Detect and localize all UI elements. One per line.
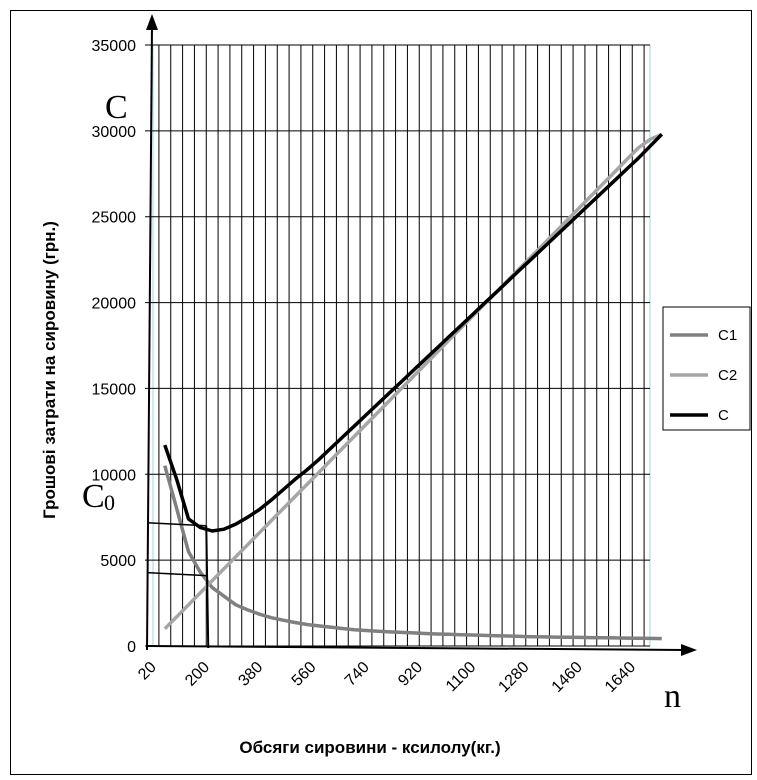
legend-label-c1: C1: [718, 327, 737, 344]
x-tick-label: 740: [342, 659, 373, 690]
annotation-n: n: [664, 678, 681, 715]
y-tick-label: 35000: [92, 38, 137, 55]
x-tick-label: 1640: [602, 659, 639, 696]
y-axis-label: Грошові затрати на сировину (грн.): [40, 221, 59, 519]
x-tick-label: 920: [395, 659, 426, 690]
y-axis: [146, 23, 153, 651]
x-tick-label: 560: [289, 659, 320, 690]
series-lines: [163, 132, 664, 641]
chart-frame: [10, 10, 752, 775]
series-line-c: [163, 133, 664, 533]
series-line-c2: [163, 132, 663, 631]
construction-c0-line: [146, 522, 207, 527]
x-axis-arrow: [681, 644, 697, 656]
y-tick-label: 5000: [100, 553, 136, 570]
y-tick-label: 25000: [92, 210, 137, 227]
legend-label-c2: C2: [718, 367, 737, 384]
grid-lines: [145, 44, 650, 647]
y-axis-arrow: [146, 14, 158, 30]
y-tick-label: 10000: [92, 467, 137, 484]
y-tick-label: 0: [127, 639, 136, 656]
annotation-c: C: [105, 89, 128, 126]
legend-label-c: C: [718, 407, 729, 424]
construction-lower-line: [146, 571, 207, 577]
annotation-c0-subscript: 0: [104, 490, 115, 515]
annotation-c0: C: [82, 478, 105, 515]
x-tick-label: 1100: [443, 659, 479, 695]
construction-lines: [146, 522, 210, 649]
x-tick-label: 380: [235, 659, 266, 690]
axes: [146, 14, 697, 656]
y-tick-label: 20000: [92, 296, 137, 313]
legend: C1 C2 C: [662, 306, 751, 431]
construction-vertical: [205, 525, 210, 649]
x-axis: [146, 645, 686, 651]
y-tick-label: 15000: [92, 381, 137, 398]
x-axis-label: Обсяги сировини - ксилолу(кг.): [239, 738, 500, 757]
plot-background: [152, 44, 651, 647]
plot-area: [152, 44, 651, 647]
x-tick-label: 1280: [495, 659, 532, 696]
y-tick-label: 30000: [92, 124, 137, 141]
x-tick-label: 200: [182, 659, 213, 690]
y-tick-labels: 0 5000 10000 15000 20000 25000 30000 35000: [92, 38, 137, 656]
x-tick-label: 1460: [549, 659, 586, 696]
x-tick-label: 20: [135, 659, 160, 684]
x-tick-labels: 20 200 380 560 740 920 1100 1280 1460 1640: [135, 659, 639, 696]
series-line-c1: [163, 465, 662, 641]
